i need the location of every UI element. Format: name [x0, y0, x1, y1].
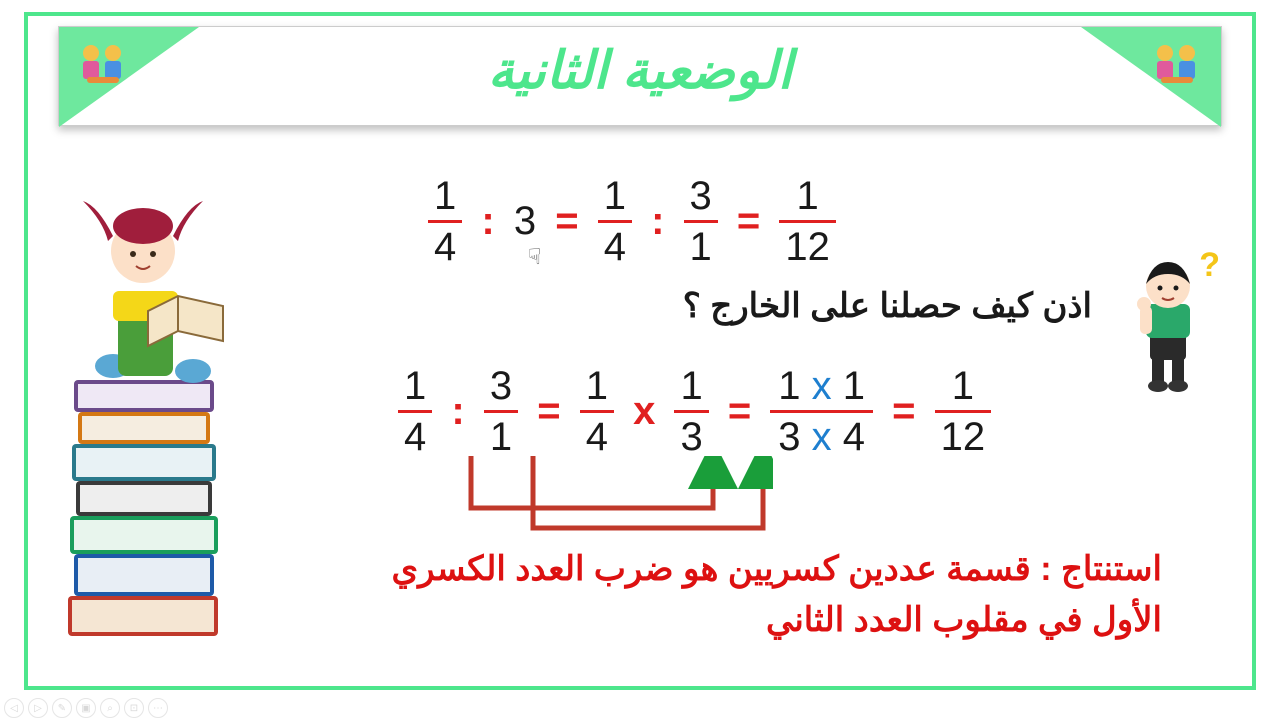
fraction: 13 [674, 366, 708, 457]
whole-number: 3 [514, 199, 536, 243]
next-button[interactable]: ▷ [28, 698, 48, 718]
fraction: 14 [580, 366, 614, 457]
expanded-fraction: 1 x 1 3 x 4 [770, 366, 873, 457]
fraction: 31 [684, 176, 718, 267]
more-button[interactable]: ⋯ [148, 698, 168, 718]
zoom-button[interactable]: ⌕ [100, 698, 120, 718]
math-content: 14 : 3 = 14 : 31 = 112 ☟ اذن كيف حصلنا ع… [68, 166, 1212, 666]
fraction: 14 [598, 176, 632, 267]
page-title: الوضعية الثانية [59, 41, 1221, 101]
window-button[interactable]: ⊡ [124, 698, 144, 718]
equals-op: = [884, 389, 923, 434]
equation-line-2: 14 : 31 = 14 x 13 = 1 x 1 3 x 4 = 112 [398, 366, 991, 457]
equals-op: = [529, 389, 568, 434]
girl-on-books-illustration [48, 166, 248, 666]
conclusion-text: استنتاج : قسمة عددين كسريين هو ضرب العدد… [368, 544, 1162, 646]
fraction: 14 [398, 366, 432, 457]
slide-frame: الوضعية الثانية [24, 12, 1256, 690]
multiply-op: x [625, 389, 663, 434]
fraction: 112 [779, 176, 836, 267]
equation-line-1: 14 : 3 = 14 : 31 = 112 [428, 176, 836, 267]
equals-op: = [547, 199, 586, 244]
equals-op: = [729, 199, 768, 244]
question-mark-icon: ? [1199, 246, 1220, 285]
fraction: 14 [428, 176, 462, 267]
question-text: اذن كيف حصلنا على الخارج ؟ [683, 286, 1092, 326]
present-button[interactable]: ▣ [76, 698, 96, 718]
reciprocal-swap-arrows [463, 456, 773, 546]
header-banner: الوضعية الثانية [58, 26, 1222, 126]
divide-op: : [473, 199, 502, 244]
prev-button[interactable]: ◁ [4, 698, 24, 718]
divide-op: : [643, 199, 672, 244]
cursor-icon: ☟ [528, 244, 541, 270]
fraction: 31 [484, 366, 518, 457]
pen-button[interactable]: ✎ [52, 698, 72, 718]
divide-op: : [443, 389, 472, 434]
equals-op: = [720, 389, 759, 434]
presentation-toolbar: ◁ ▷ ✎ ▣ ⌕ ⊡ ⋯ [4, 698, 168, 718]
fraction: 112 [935, 366, 992, 457]
